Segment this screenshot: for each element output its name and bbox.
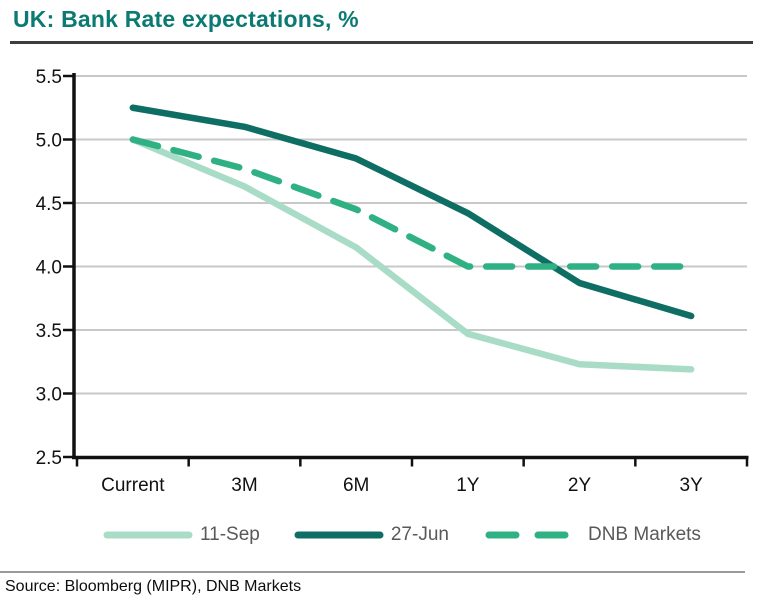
legend-label: DNB Markets [587, 524, 701, 545]
page-title: UK: Bank Rate expectations, % [13, 6, 359, 32]
y-tick-label: 5.0 [36, 131, 62, 152]
legend-label: 11-Sep [200, 524, 260, 545]
y-tick-label: 2.5 [36, 448, 62, 469]
legend-item-11-sep: 11-Sep [103, 524, 260, 546]
legend-item-dnb-markets: DNB Markets [483, 524, 701, 546]
x-category-label: 3Y [680, 475, 704, 496]
x-category-label: 3M [231, 475, 257, 496]
legend-item-27-jun: 27-Jun [294, 524, 449, 546]
y-tick-label: 5.5 [36, 67, 62, 88]
rate-chart: 5.5 5.0 4.5 4.0 3.5 3.0 2.5 Current 3M 6M 1Y 2Y 3Y [36, 67, 749, 496]
y-tick-label: 4.0 [36, 258, 62, 279]
source-text: Source: Bloomberg (MIPR), DNB Markets [5, 578, 302, 595]
x-category-label: 2Y [568, 475, 592, 496]
series-line-dnb-markets [129, 136, 695, 270]
legend-swatch-solid-dark [294, 531, 384, 539]
series-line-27-jun [129, 104, 695, 320]
y-tick-label: 3.0 [36, 385, 62, 406]
x-category-label: Current [101, 475, 165, 496]
source-divider [0, 571, 745, 573]
chart-legend: 11-Sep 27-Jun DNB Markets [103, 524, 701, 546]
x-category-label: 6M [343, 475, 369, 496]
legend-swatch-dashed [485, 531, 581, 539]
title-underline [10, 41, 753, 44]
y-tick-label: 3.5 [36, 321, 62, 342]
x-category-label: 1Y [456, 475, 480, 496]
legend-label: 27-Jun [390, 524, 449, 545]
series-line-11-sep [129, 136, 695, 373]
y-tick-label: 4.5 [36, 194, 62, 215]
legend-swatch-solid-light [103, 531, 193, 539]
